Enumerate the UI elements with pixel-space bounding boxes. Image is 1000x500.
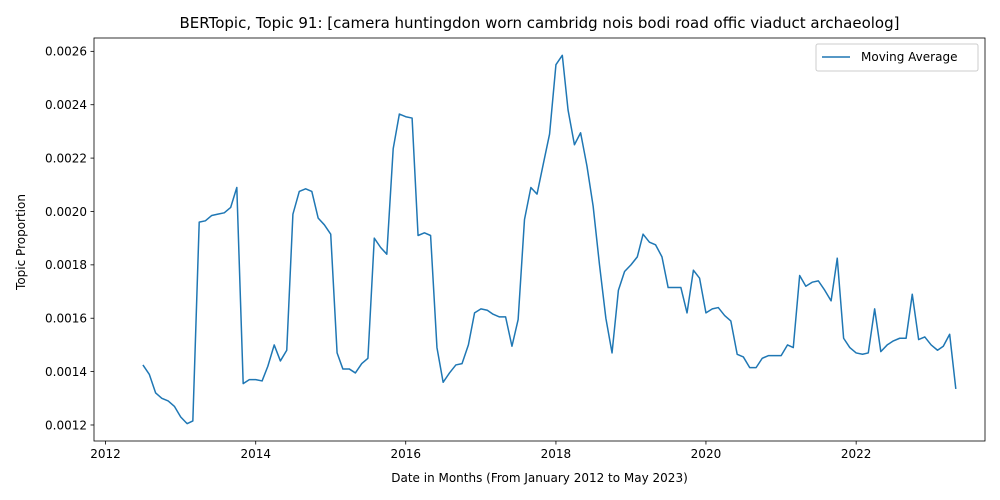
y-tick-label: 0.0024: [45, 98, 87, 112]
legend-box: [815, 43, 979, 72]
axes-frame: [93, 37, 986, 442]
series-points: [142, 55, 956, 424]
y-tick-label: 0.0020: [45, 205, 87, 219]
x-axis-label: Date in Months (From January 2012 to May…: [391, 471, 688, 485]
legend-label: Moving Average: [861, 50, 957, 64]
plot-area: [93, 37, 986, 442]
x-tick-label: 2014: [240, 447, 271, 461]
x-tick-label: 2016: [390, 447, 421, 461]
x-axis: 2012 2014 2016 2018 2020 2022: [90, 441, 871, 461]
y-tick-label: 0.0018: [45, 258, 87, 272]
y-axis-label: Topic Proportion: [14, 194, 28, 291]
x-tick-label: 2012: [90, 447, 121, 461]
legend: Moving Average: [815, 43, 979, 72]
x-tick-label: 2020: [691, 447, 722, 461]
y-axis: 0.0012 0.0014 0.0016 0.0018 0.0020 0.0022 0.00…: [45, 45, 94, 432]
x-tick-label: 2022: [841, 447, 872, 461]
x-tick-label: 2018: [541, 447, 572, 461]
y-tick-label: 0.0014: [45, 365, 87, 379]
y-tick-label: 0.0022: [45, 151, 87, 165]
y-tick-label: 0.0026: [45, 45, 87, 59]
chart-title: BERTopic, Topic 91: [camera huntingdon w…: [180, 14, 900, 32]
y-tick-label: 0.0016: [45, 312, 87, 326]
y-tick-label: 0.0012: [45, 418, 87, 432]
